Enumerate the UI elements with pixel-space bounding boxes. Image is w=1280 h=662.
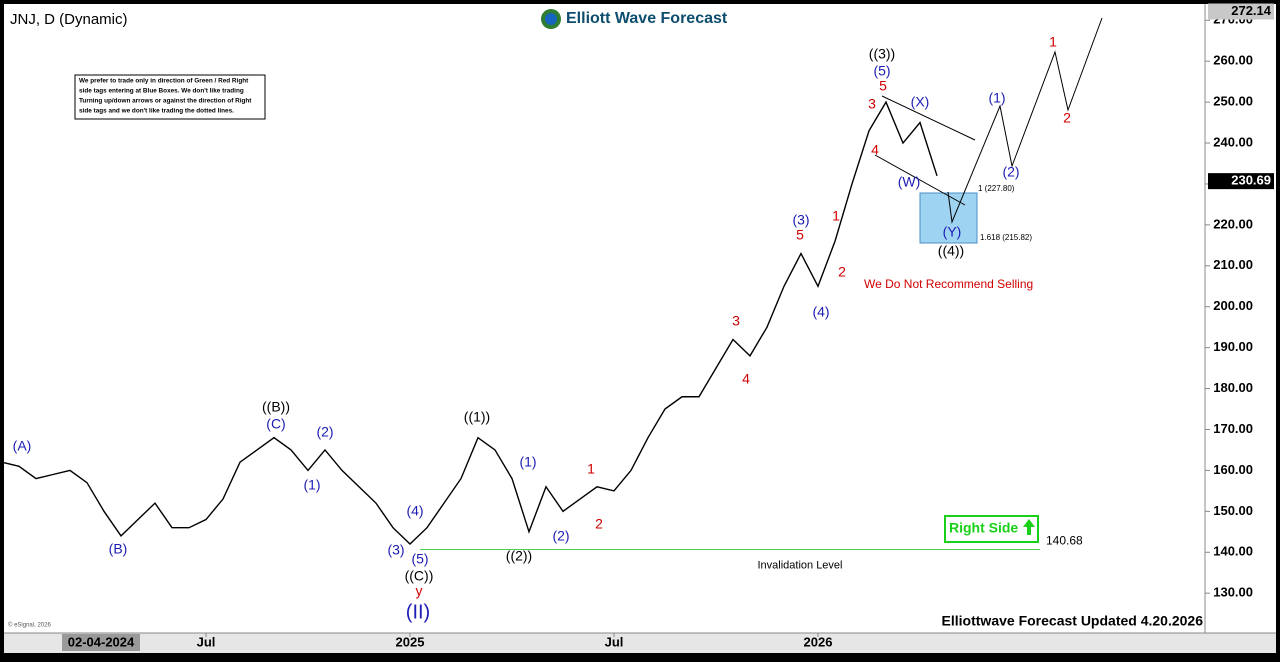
y-tick-label: 160.00 <box>1213 462 1253 477</box>
wave-label: (W) <box>898 174 921 190</box>
wave-label: (3) <box>792 212 809 228</box>
y-tick-label: 260.00 <box>1213 53 1253 68</box>
wave-label: 2 <box>838 264 846 280</box>
chart-title: JNJ, D (Dynamic) <box>10 11 128 28</box>
wave-label: (3) <box>387 542 404 558</box>
price-tag-label: 230.69 <box>1231 173 1271 188</box>
footer: Elliottwave Forecast Updated 4.20.2026 <box>942 613 1204 629</box>
y-tick-label: 140.00 <box>1213 544 1253 559</box>
blue-box <box>919 192 978 244</box>
wave-label: (1) <box>519 454 536 470</box>
wave-label: (1) <box>988 90 1005 106</box>
wave-label: (A) <box>13 438 32 454</box>
y-tick-label: 250.00 <box>1213 94 1253 109</box>
y-tick-label: 130.00 <box>1213 585 1253 600</box>
arrow-icon <box>1023 519 1035 535</box>
y-tick-label: 220.00 <box>1213 216 1253 231</box>
copyright: © eSignal, 2026 <box>8 622 51 629</box>
notice-line: side tags and we don't like trading the … <box>79 108 234 115</box>
wave-label: (2) <box>316 424 333 440</box>
x-tick-label: 2026 <box>804 634 833 649</box>
notice-box <box>74 74 266 120</box>
wave-label: (Y) <box>943 224 962 240</box>
wave-label: ((C)) <box>405 568 434 584</box>
x-tick-label: 2025 <box>396 634 425 649</box>
x-tick-label: 02-04-2024 <box>68 634 135 649</box>
x-tick-label: Jul <box>605 634 624 649</box>
right-side: Right Side <box>949 520 1018 536</box>
wave-label: 4 <box>871 142 879 158</box>
price-line <box>1 100 938 546</box>
wave-label: ((1)) <box>464 409 490 425</box>
wave-label: ((2)) <box>506 548 532 564</box>
wave-label: (X) <box>911 94 930 110</box>
wave-label: 2 <box>1063 110 1071 126</box>
price-tag <box>1208 3 1274 20</box>
y-tick-label: 200.00 <box>1213 298 1253 313</box>
wave-label: (B) <box>109 541 128 557</box>
wave-label: 5 <box>796 227 804 243</box>
wave-label: ((B)) <box>262 399 290 415</box>
y-tick-label: 190.00 <box>1213 339 1253 354</box>
wave-label: (2) <box>1002 164 1019 180</box>
y-tick-label: 180.00 <box>1213 380 1253 395</box>
brand: Elliott Wave Forecast <box>566 10 728 27</box>
notice-line: side tags entering at Blue Boxes. We don… <box>79 88 244 95</box>
wave-label: 1 <box>1049 34 1057 50</box>
y-tick-label: 210.00 <box>1213 257 1253 272</box>
wave-label: 1 <box>832 208 840 224</box>
notice-line: Turning up/down arrows or against the di… <box>79 98 252 105</box>
notice-line: We prefer to trade only in direction of … <box>79 78 249 85</box>
wave-label: (II) <box>406 601 430 623</box>
wave-label: (5) <box>411 551 428 567</box>
wave-label: 2 <box>595 516 603 532</box>
price-tag-label: 272.14 <box>1231 3 1272 18</box>
fib-label: 1 (227.80) <box>978 184 1015 193</box>
projection <box>947 17 1103 224</box>
wave-label: (1) <box>303 477 320 493</box>
wave-label: (5) <box>873 63 890 79</box>
wave-label: 5 <box>879 78 887 94</box>
cursor-date-box <box>62 634 140 651</box>
y-tick-label: 150.00 <box>1213 503 1253 518</box>
wave-label: (C) <box>266 416 285 432</box>
wave-label: (4) <box>812 304 829 320</box>
price-tag <box>1208 173 1274 190</box>
fib-label: 1.618 (215.82) <box>980 233 1032 242</box>
logo-icon <box>545 13 557 25</box>
x-tick-label: Jul <box>197 634 216 649</box>
wave-label: y <box>416 583 423 599</box>
wave-label: ((3)) <box>869 46 895 62</box>
wave-label: ((4)) <box>938 243 964 259</box>
warning: We Do Not Recommend Selling <box>864 277 1033 291</box>
y-tick-label: 240.00 <box>1213 134 1253 149</box>
right-side-box <box>944 515 1039 543</box>
wave-label: 4 <box>742 371 750 387</box>
wave-label: 1 <box>587 461 595 477</box>
invalidation-label: Invalidation Level <box>757 559 842 571</box>
wave-label: (4) <box>406 503 423 519</box>
x-axis-bar <box>4 633 1276 653</box>
wave-label: 3 <box>868 96 876 112</box>
wave-label: 3 <box>732 313 740 329</box>
channel-line <box>881 95 976 141</box>
channel-line <box>874 154 966 206</box>
y-tick-label: 170.00 <box>1213 421 1253 436</box>
invalidation-value: 140.68 <box>1046 534 1083 548</box>
wave-label: (2) <box>552 528 569 544</box>
